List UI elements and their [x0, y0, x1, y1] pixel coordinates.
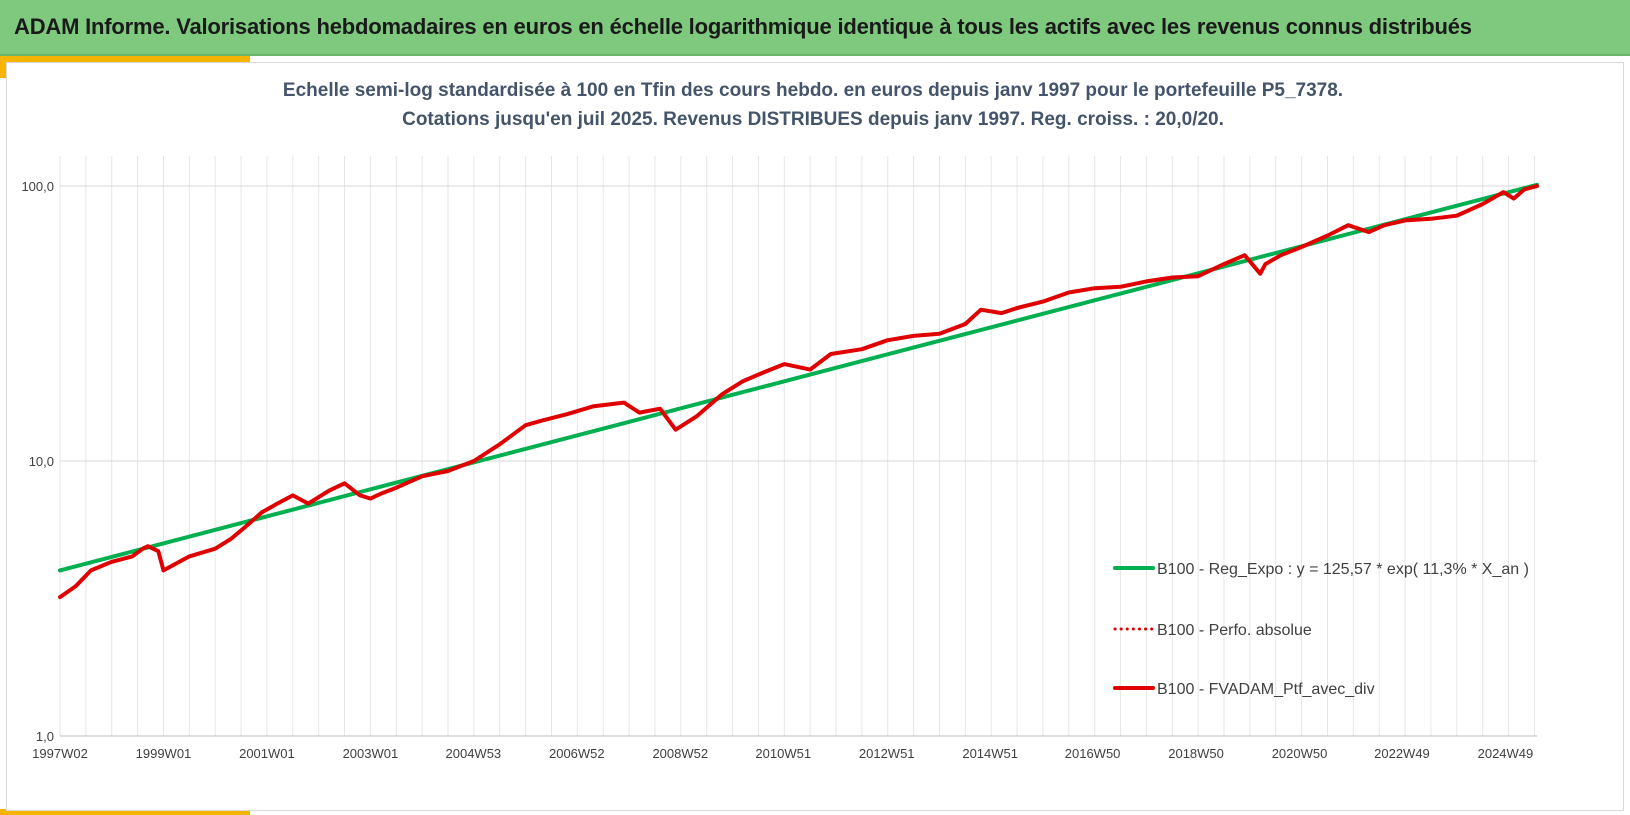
- legend-label-0: B100 - Reg_Expo : y = 125,57 * exp( 11,3…: [1157, 561, 1529, 578]
- grid-layer: [59, 156, 1537, 737]
- y-tick-label: 10,0: [29, 454, 54, 469]
- x-tick-label: 2020W50: [1272, 746, 1328, 761]
- series-line-1: [58, 184, 1539, 599]
- x-tick-label: 2014W51: [962, 746, 1018, 761]
- x-tick-label: 2006W52: [549, 746, 605, 761]
- legend: B100 - Reg_Expo : y = 125,57 * exp( 11,3…: [1113, 561, 1529, 698]
- x-tick-label: 1999W01: [136, 746, 192, 761]
- chart-frame: 100,0 10,0 1,0 1997W02 1999W01 2001W01 2003W01…: [6, 62, 1624, 811]
- x-tick-label: 1997W02: [32, 746, 88, 761]
- series-line-2: [58, 184, 1539, 600]
- legend-label-2: B100 - FVADAM_Ptf_avec_div: [1157, 681, 1375, 698]
- x-tick-label: 2022W49: [1374, 746, 1430, 761]
- x-tick-label: 2004W53: [446, 746, 502, 761]
- accent-bar-left: [0, 56, 6, 78]
- x-tick-label: 2024W49: [1478, 746, 1534, 761]
- series-layer: [58, 182, 1539, 600]
- chart-subtitle-line-2: Cotations jusqu'en juil 2025. Revenus DI…: [402, 109, 1224, 130]
- series-line-0: [58, 182, 1539, 573]
- x-tick-label: 2012W51: [859, 746, 915, 761]
- header-bar: ADAM Informe. Valorisations hebdomadaire…: [0, 0, 1630, 56]
- x-tick-label: 2008W52: [652, 746, 708, 761]
- y-tick-label: 100,0: [21, 179, 54, 194]
- x-tick-label: 2016W50: [1065, 746, 1121, 761]
- legend-label-1: B100 - Perfo. absolue: [1157, 622, 1312, 639]
- accent-bar-top: [0, 56, 250, 62]
- page-title: ADAM Informe. Valorisations hebdomadaire…: [14, 14, 1472, 39]
- x-tick-label: 2010W51: [755, 746, 811, 761]
- chart: 100,0 10,0 1,0 1997W02 1999W01 2001W01 2003W01…: [21, 80, 1539, 761]
- accent-bar-bottom: [0, 809, 250, 815]
- y-tick-label: 1,0: [36, 729, 54, 744]
- axis-layer: 100,0 10,0 1,0 1997W02 1999W01 2001W01 2003W01…: [21, 179, 1537, 761]
- x-tick-label: 2003W01: [343, 746, 399, 761]
- x-tick-label: 2018W50: [1168, 746, 1224, 761]
- chart-subtitle-line-1: Echelle semi-log standardisée à 100 en T…: [283, 80, 1343, 101]
- x-tick-label: 2001W01: [239, 746, 295, 761]
